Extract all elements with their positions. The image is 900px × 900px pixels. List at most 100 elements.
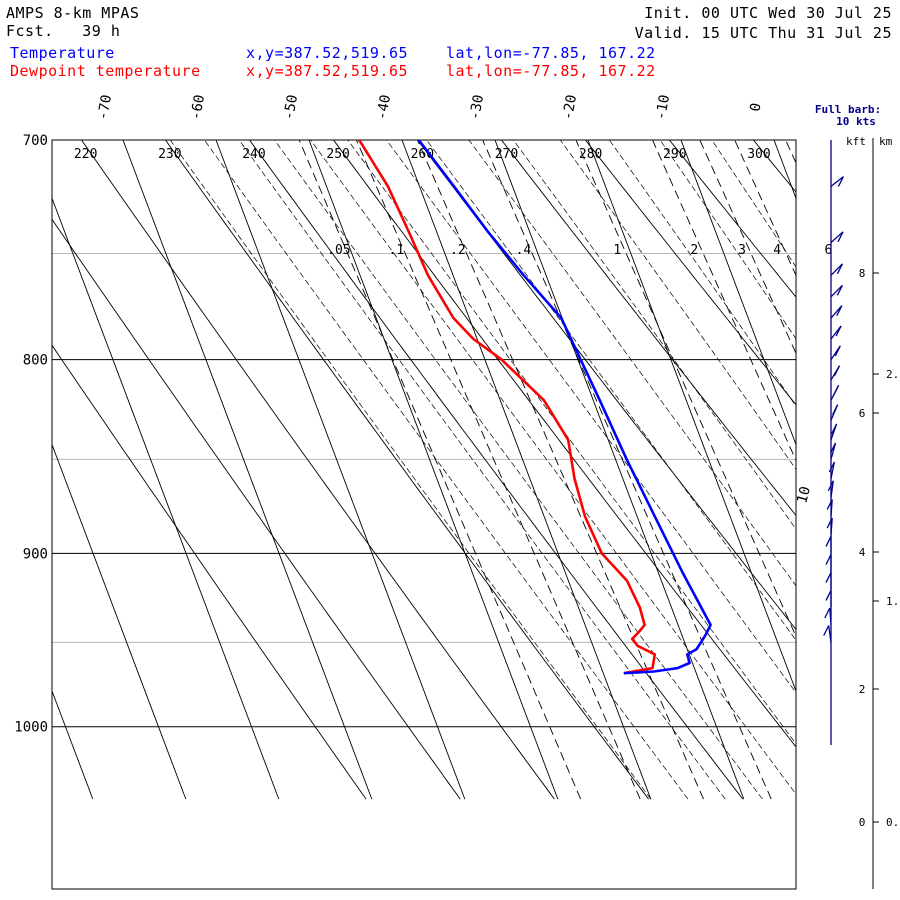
mixing-ratio-line <box>734 140 796 277</box>
isotherm <box>401 140 652 800</box>
dry-adiabat <box>81 140 555 800</box>
isotherm-label: -20 <box>560 93 580 121</box>
barb-title: Full barb: <box>815 103 881 116</box>
isotherm-label: -70 <box>95 93 115 121</box>
mixing-ratio-label: .05 <box>327 243 350 258</box>
dry-adiabat <box>165 140 649 800</box>
isotherm <box>494 140 745 800</box>
forecast-label-text: Fcst. <box>6 22 54 40</box>
wind-barb-flag <box>829 442 837 454</box>
moist-adiabat <box>608 140 796 407</box>
wind-barb-flag <box>837 176 844 187</box>
pressure-label: 900 <box>23 546 48 562</box>
isotherm <box>52 443 187 800</box>
valid-time: Valid. 15 UTC Thu 31 Jul 25 <box>634 24 892 42</box>
mixing-ratio-label: 4 <box>773 243 781 258</box>
mixing-ratio-label: 1 <box>613 243 621 258</box>
moist-adiabat <box>385 140 796 694</box>
dry-adiabat <box>249 140 744 800</box>
wind-barb <box>830 480 834 498</box>
wind-barb-flag <box>825 572 832 583</box>
moist-adiabat <box>559 140 796 471</box>
kft-tick-label: 8 <box>859 267 866 280</box>
wind-barb-flag <box>825 590 832 601</box>
wind-barb <box>830 461 836 479</box>
moist-adiabat <box>169 140 652 800</box>
isotherm <box>215 140 466 800</box>
kft-tick-label: 2 <box>859 683 866 696</box>
wind-barb-flag <box>826 517 833 529</box>
dewpoint-legend: Dewpoint temperature <box>10 62 201 80</box>
wind-barb-flag <box>836 263 843 275</box>
isotherm <box>122 140 373 800</box>
moist-adiabat <box>711 140 796 268</box>
mixing-ratio-line <box>355 140 641 800</box>
wind-barb <box>830 231 844 243</box>
dewpoint-latlon: lat,lon=-77.85, 167.22 <box>446 62 656 80</box>
moist-adiabat <box>238 140 726 800</box>
wind-barb-flag <box>824 607 831 619</box>
mixing-ratio-label: .4 <box>516 243 532 258</box>
mixing-ratio-line <box>417 140 704 800</box>
wind-barb <box>830 284 843 298</box>
moist-adiabat <box>347 140 796 745</box>
mixing-ratio-label: 6 <box>824 243 832 258</box>
dry-adiabat <box>837 140 900 799</box>
init-time: Init. 00 UTC Wed 30 Jul 25 <box>644 4 892 22</box>
wind-barb-flag <box>825 536 832 547</box>
moist-adiabat <box>274 140 763 800</box>
wind-barb <box>829 607 832 625</box>
wind-barb-flag <box>837 231 844 243</box>
temperature-legend: Temperature <box>10 44 115 62</box>
mixing-ratio-label: 3 <box>738 243 746 258</box>
theta-label: 220 <box>74 147 97 162</box>
barb-units: 10 kts <box>836 115 876 128</box>
kft-tick-label: 6 <box>859 407 866 420</box>
skewt-grid <box>52 140 900 800</box>
mixing-ratio-line <box>785 140 796 164</box>
wind-barb-flag <box>825 554 832 565</box>
barb-speed-label: 10 <box>794 485 814 505</box>
isotherm-label: -10 <box>653 93 673 121</box>
mixing-ratio-label: .1 <box>389 243 405 258</box>
mixing-ratio-line <box>575 140 796 638</box>
plot-frame <box>51 139 797 890</box>
isotherm <box>52 197 280 800</box>
theta-label: 250 <box>326 147 349 162</box>
wind-barb-flag <box>828 461 835 473</box>
dry-adiabat <box>417 140 796 631</box>
theta-label: 230 <box>158 147 181 162</box>
temperature-profile <box>417 140 712 675</box>
theta-label: 290 <box>663 147 686 162</box>
isotherm <box>680 140 796 446</box>
km-tick-label: 0. <box>886 816 899 829</box>
km-tick-label: 1. <box>886 595 899 608</box>
kft-label: kft <box>846 135 866 148</box>
wind-barb-flag <box>831 423 838 435</box>
mixing-ratio-label: .2 <box>450 243 466 258</box>
wind-barb-flag <box>823 625 830 636</box>
wind-panel: kft km 0 2 4 6 8 0. 1. 2. Full barb:10 kts 10 <box>794 103 899 889</box>
moist-adiabat <box>203 140 689 800</box>
dry-adiabat <box>753 140 796 193</box>
wind-barb <box>830 499 833 517</box>
isotherm <box>52 689 94 800</box>
moist-adiabat <box>659 140 796 340</box>
isotherm-label: -60 <box>188 93 208 121</box>
model-title: AMPS 8-km MPAS <box>6 4 140 22</box>
isotherm <box>308 140 559 800</box>
kft-tick-label: 0 <box>859 816 866 829</box>
isotherm <box>867 140 900 799</box>
wind-barb-flag <box>836 305 843 316</box>
pressure-label: 1000 <box>14 720 48 736</box>
wind-barb <box>830 176 844 187</box>
dry-adiabat <box>501 140 796 517</box>
mixing-ratio-label: 2 <box>690 243 698 258</box>
isotherm <box>773 140 796 200</box>
wind-barb <box>830 263 843 276</box>
km-label: km <box>879 135 893 148</box>
theta-label: 240 <box>242 147 265 162</box>
dewpoint-profile <box>358 140 657 675</box>
moist-adiabat <box>426 140 796 641</box>
